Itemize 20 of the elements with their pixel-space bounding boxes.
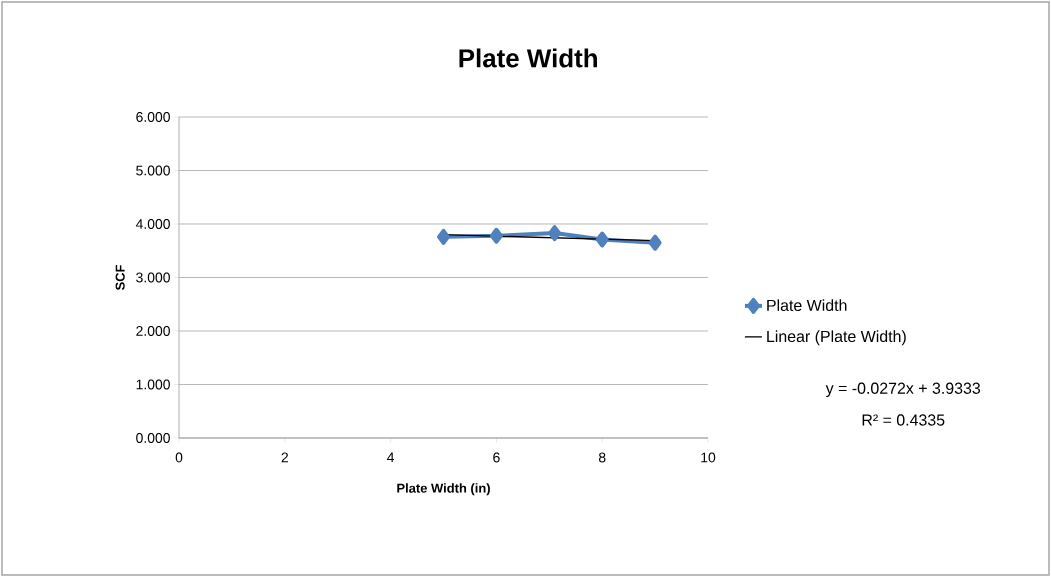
y-tick-label: 6.000	[136, 112, 170, 122]
text: R² = 0.4335	[862, 414, 945, 426]
y-tick-label: 5.000	[136, 165, 170, 176]
y-tick-label: 0.000	[136, 433, 170, 443]
y-axis-title: SCF	[115, 265, 125, 291]
legend-label: Plate Width	[767, 299, 847, 312]
y-tick-label: 1.000	[136, 379, 170, 390]
x-tick-label: 10	[701, 452, 716, 463]
chart-title: Plate Width	[459, 48, 597, 68]
x-tick-label: 4	[387, 452, 395, 463]
text: y = -0.0272x + 3.9333	[825, 382, 981, 398]
y-tick-label: 4.000	[135, 219, 170, 229]
x-tick-label: 2	[281, 452, 288, 463]
y-tick-label: 3.000	[136, 272, 170, 283]
x-tick-label: 0	[175, 452, 183, 463]
legend-label: Linear (Plate Width)	[767, 330, 906, 346]
y-tick-label: 2.000	[136, 326, 170, 336]
x-tick-label: 6	[493, 452, 500, 463]
x-axis-title: Plate Width (in)	[397, 483, 490, 496]
x-tick-label: 8	[598, 452, 606, 463]
